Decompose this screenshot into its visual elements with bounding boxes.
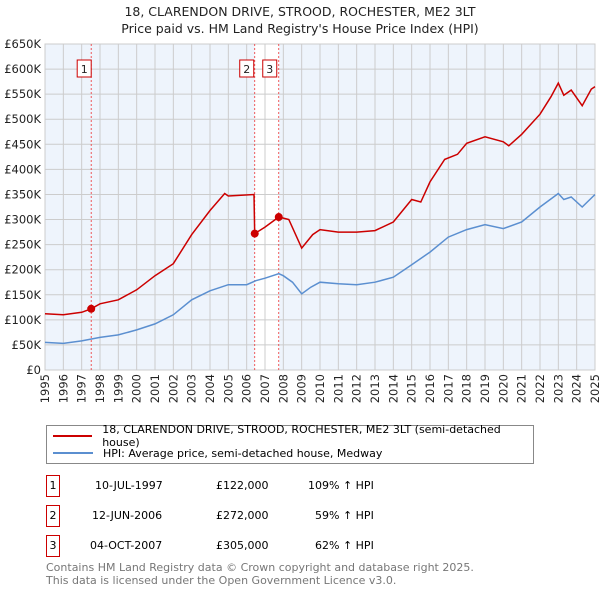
sale-point: [250, 229, 259, 238]
sale-hpi: 109% ↑ HPI: [308, 479, 374, 492]
x-tick-label: 1996: [56, 374, 70, 403]
sale-point: [274, 213, 283, 222]
x-tick-label: 2002: [166, 374, 180, 403]
y-tick-label: £400K: [4, 162, 41, 176]
plot-area: £0 £50K £100K £150K £200K £250K £300K £350K £400…: [4, 37, 600, 403]
x-tick-label: 2015: [405, 374, 419, 403]
legend-label: 18, CLARENDON DRIVE, STROOD, ROCHESTER, …: [102, 423, 501, 449]
sale-box: [262, 59, 278, 78]
legend-item-hpi: HPI: Average price, semi-detached house,…: [53, 445, 382, 461]
sale-date: 04-OCT-2007: [90, 539, 163, 552]
plot-border: [44, 43, 596, 371]
y-tick-label: £450K: [4, 137, 41, 151]
x-tick-label: 2022: [533, 374, 547, 403]
x-tick-label: 2013: [368, 374, 382, 403]
x-tick-label: 2012: [350, 374, 364, 403]
legend: 18, CLARENDON DRIVE, STROOD, ROCHESTER, …: [46, 423, 534, 464]
sale-marker-label: 3: [46, 535, 60, 557]
sale-price: £305,000: [216, 539, 269, 552]
y-tick-label: £250K: [4, 238, 41, 252]
x-tick-label: 2004: [203, 374, 217, 403]
y-tick-label: £600K: [4, 62, 41, 76]
y-tick-label: £500K: [4, 112, 41, 126]
x-tick-label: 2011: [331, 374, 345, 403]
sale-box-label: 1: [81, 63, 88, 76]
x-tick-label: 2010: [313, 374, 327, 403]
legend-item-property: 18, CLARENDON DRIVE, STROOD, ROCHESTER, …: [53, 423, 533, 449]
footer-line: This data is licensed under the Open Gov…: [46, 574, 397, 587]
sale-marker-label: 1: [46, 475, 60, 497]
x-tick-label: 1995: [38, 374, 52, 403]
x-tick-label: 2009: [295, 374, 309, 403]
x-tick-label: 2014: [386, 374, 400, 403]
y-tick-label: £150K: [4, 288, 41, 302]
hpi-line: [44, 192, 596, 345]
x-tick-label: 2019: [478, 374, 492, 403]
x-tick-label: 2003: [185, 374, 199, 403]
x-tick-label: 2024: [570, 374, 584, 403]
y-tick-label: £50K: [12, 338, 42, 352]
x-tick-label: 1997: [75, 374, 89, 403]
sale-hpi: 62% ↑ HPI: [315, 539, 374, 552]
sale-box-label: 3: [266, 63, 273, 76]
sale-point: [87, 304, 96, 313]
sale-hpi: 59% ↑ HPI: [315, 509, 374, 522]
legend-label: HPI: Average price, semi-detached house,…: [103, 446, 383, 460]
x-tick-label: 2006: [240, 374, 254, 403]
footer-line: Contains HM Land Registry data © Crown c…: [46, 561, 474, 574]
y-tick-label: £300K: [4, 213, 41, 227]
x-tick-label: 1999: [111, 374, 125, 403]
chart-title: 18, CLARENDON DRIVE, STROOD, ROCHESTER, …: [124, 4, 476, 19]
x-tick-label: 2020: [496, 374, 510, 403]
y-tick-label: £350K: [4, 187, 41, 201]
x-tick-label: 1998: [93, 374, 107, 403]
y-tick-label: £650K: [4, 37, 41, 51]
x-tick-label: 2021: [515, 374, 529, 403]
sale-period-band: [254, 44, 279, 370]
chart-subtitle: Price paid vs. HM Land Registry's House …: [121, 21, 479, 36]
x-tick-label: 2005: [221, 374, 235, 403]
legend-swatch-red: [53, 435, 93, 437]
x-tick-label: 2017: [441, 374, 455, 403]
sale-price: £272,000: [216, 509, 269, 522]
sale-price: £122,000: [216, 479, 269, 492]
x-tick-label: 2000: [130, 374, 144, 403]
x-tick-label: 2001: [148, 374, 162, 403]
x-tick-label: 2016: [423, 374, 437, 403]
sale-date: 12-JUN-2006: [92, 509, 163, 522]
property-price-line: [44, 81, 596, 316]
y-tick-label: £0: [26, 363, 41, 377]
sale-box: [239, 59, 255, 78]
y-tick-label: £550K: [4, 87, 41, 101]
sale-marker-label: 2: [46, 505, 60, 527]
x-tick-label: 2023: [551, 374, 565, 403]
y-tick-label: £100K: [4, 313, 41, 327]
sale-date: 10-JUL-1997: [95, 479, 163, 492]
x-tick-label: 2025: [588, 374, 600, 403]
x-tick-label: 2008: [276, 374, 290, 403]
sale-box: [76, 59, 92, 78]
x-tick-label: 2018: [460, 374, 474, 403]
y-tick-label: £200K: [4, 263, 41, 277]
x-tick-label: 2007: [258, 374, 272, 403]
sale-box-label: 2: [243, 63, 250, 76]
legend-swatch-blue: [53, 452, 93, 454]
